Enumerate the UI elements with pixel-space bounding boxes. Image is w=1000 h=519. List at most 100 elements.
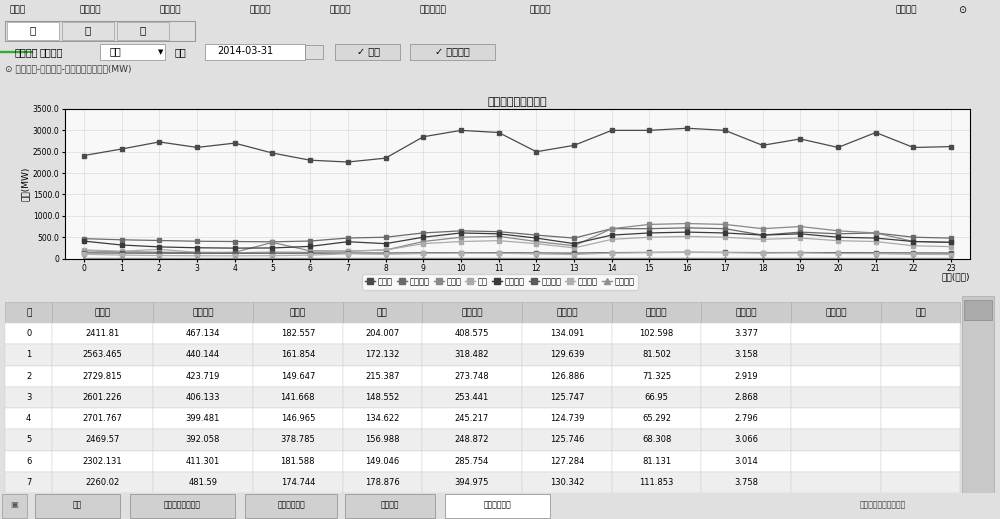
Bar (422, 429, 522, 450)
Bar (253, 408, 343, 429)
Bar (881, 323, 960, 345)
Text: 81.131: 81.131 (642, 457, 671, 466)
Text: 156.988: 156.988 (365, 435, 400, 444)
Text: 5: 5 (26, 435, 31, 444)
Text: 大工业: 大工业 (95, 308, 111, 317)
Bar (612, 472, 701, 493)
Text: 134.622: 134.622 (365, 414, 399, 423)
Bar (422, 345, 522, 365)
Bar (52, 302, 153, 323)
Bar (791, 387, 881, 408)
Text: 172.132: 172.132 (365, 350, 399, 360)
Bar (153, 387, 253, 408)
Bar (153, 323, 253, 345)
Text: 146.965: 146.965 (281, 414, 315, 423)
Bar (522, 323, 612, 345)
Bar (612, 365, 701, 387)
Text: 供电单位: 供电单位 (40, 47, 64, 57)
Text: 3.758: 3.758 (734, 478, 758, 487)
Text: 电市行业分类分析: 电市行业分类分析 (164, 500, 201, 509)
Bar (253, 387, 343, 408)
Text: ⊙: ⊙ (958, 5, 966, 15)
Text: 居民照明: 居民照明 (461, 308, 483, 317)
Bar (701, 387, 791, 408)
Bar (522, 472, 612, 493)
Circle shape (0, 51, 33, 52)
Bar (153, 450, 253, 472)
Text: 配电功能: 配电功能 (250, 6, 272, 15)
Text: ▼: ▼ (158, 49, 163, 55)
Text: 负荷主页: 负荷主页 (381, 500, 399, 509)
Bar (612, 408, 701, 429)
Bar (100, 45, 165, 60)
Bar (701, 429, 791, 450)
Text: 392.058: 392.058 (186, 435, 220, 444)
Text: 3.377: 3.377 (734, 329, 758, 338)
Text: 0: 0 (26, 329, 31, 338)
Bar (130, 494, 235, 517)
Bar (612, 387, 701, 408)
Text: 2469.57: 2469.57 (85, 435, 120, 444)
Text: 129.639: 129.639 (550, 350, 584, 360)
Text: 178.876: 178.876 (365, 478, 400, 487)
Text: 2601.226: 2601.226 (83, 393, 122, 402)
Text: 溪田用电: 溪田用电 (825, 308, 847, 317)
Text: 2.868: 2.868 (734, 393, 758, 402)
Bar (881, 429, 960, 450)
Bar (5, 429, 52, 450)
Bar (253, 302, 343, 323)
Bar (422, 472, 522, 493)
Bar (701, 323, 791, 345)
Bar (343, 387, 422, 408)
Bar (52, 323, 153, 345)
Text: 71.325: 71.325 (642, 372, 671, 381)
Bar (5, 450, 52, 472)
Bar (52, 429, 153, 450)
Text: 4: 4 (26, 414, 31, 423)
Bar (422, 323, 522, 345)
Text: 102.598: 102.598 (639, 329, 674, 338)
Bar (422, 387, 522, 408)
Text: 3.066: 3.066 (734, 435, 758, 444)
Bar (253, 450, 343, 472)
Text: 系统维护: 系统维护 (530, 6, 552, 15)
Text: 253.441: 253.441 (455, 393, 489, 402)
Text: 148.552: 148.552 (365, 393, 399, 402)
Text: 2: 2 (26, 372, 31, 381)
Text: 输电功能: 输电功能 (160, 6, 182, 15)
Text: 农村照明: 农村照明 (646, 308, 667, 317)
Bar (343, 472, 422, 493)
Bar (5, 408, 52, 429)
Bar (881, 365, 960, 387)
Text: 130.342: 130.342 (550, 478, 584, 487)
Text: 2563.465: 2563.465 (83, 350, 122, 360)
Text: 126.886: 126.886 (550, 372, 584, 381)
Text: 首页: 首页 (73, 500, 82, 509)
Text: ✓ 查询: ✓ 查询 (357, 46, 380, 56)
Text: 273.748: 273.748 (455, 372, 489, 381)
Text: 215.387: 215.387 (365, 372, 400, 381)
Bar (343, 302, 422, 323)
Bar (522, 387, 612, 408)
Bar (5, 365, 52, 387)
Bar (2, 494, 27, 517)
Text: 负荷率分析: 负荷率分析 (420, 6, 447, 15)
Bar (701, 450, 791, 472)
Text: 普通工业: 普通工业 (192, 308, 214, 317)
Bar (791, 302, 881, 323)
Text: 2014-03-31: 2014-03-31 (217, 46, 273, 56)
Bar (791, 429, 881, 450)
Text: ✓ 算法说明: ✓ 算法说明 (435, 46, 470, 56)
Text: 245.217: 245.217 (455, 414, 489, 423)
Text: 81.502: 81.502 (642, 350, 671, 360)
Bar (791, 408, 881, 429)
Bar (612, 323, 701, 345)
Bar (52, 408, 153, 429)
Bar (52, 387, 153, 408)
Bar (52, 450, 153, 472)
Text: 149.046: 149.046 (365, 457, 399, 466)
Bar (253, 365, 343, 387)
Bar (701, 302, 791, 323)
Text: 285.754: 285.754 (455, 457, 489, 466)
Text: 稻田排拉: 稻田排拉 (736, 308, 757, 317)
